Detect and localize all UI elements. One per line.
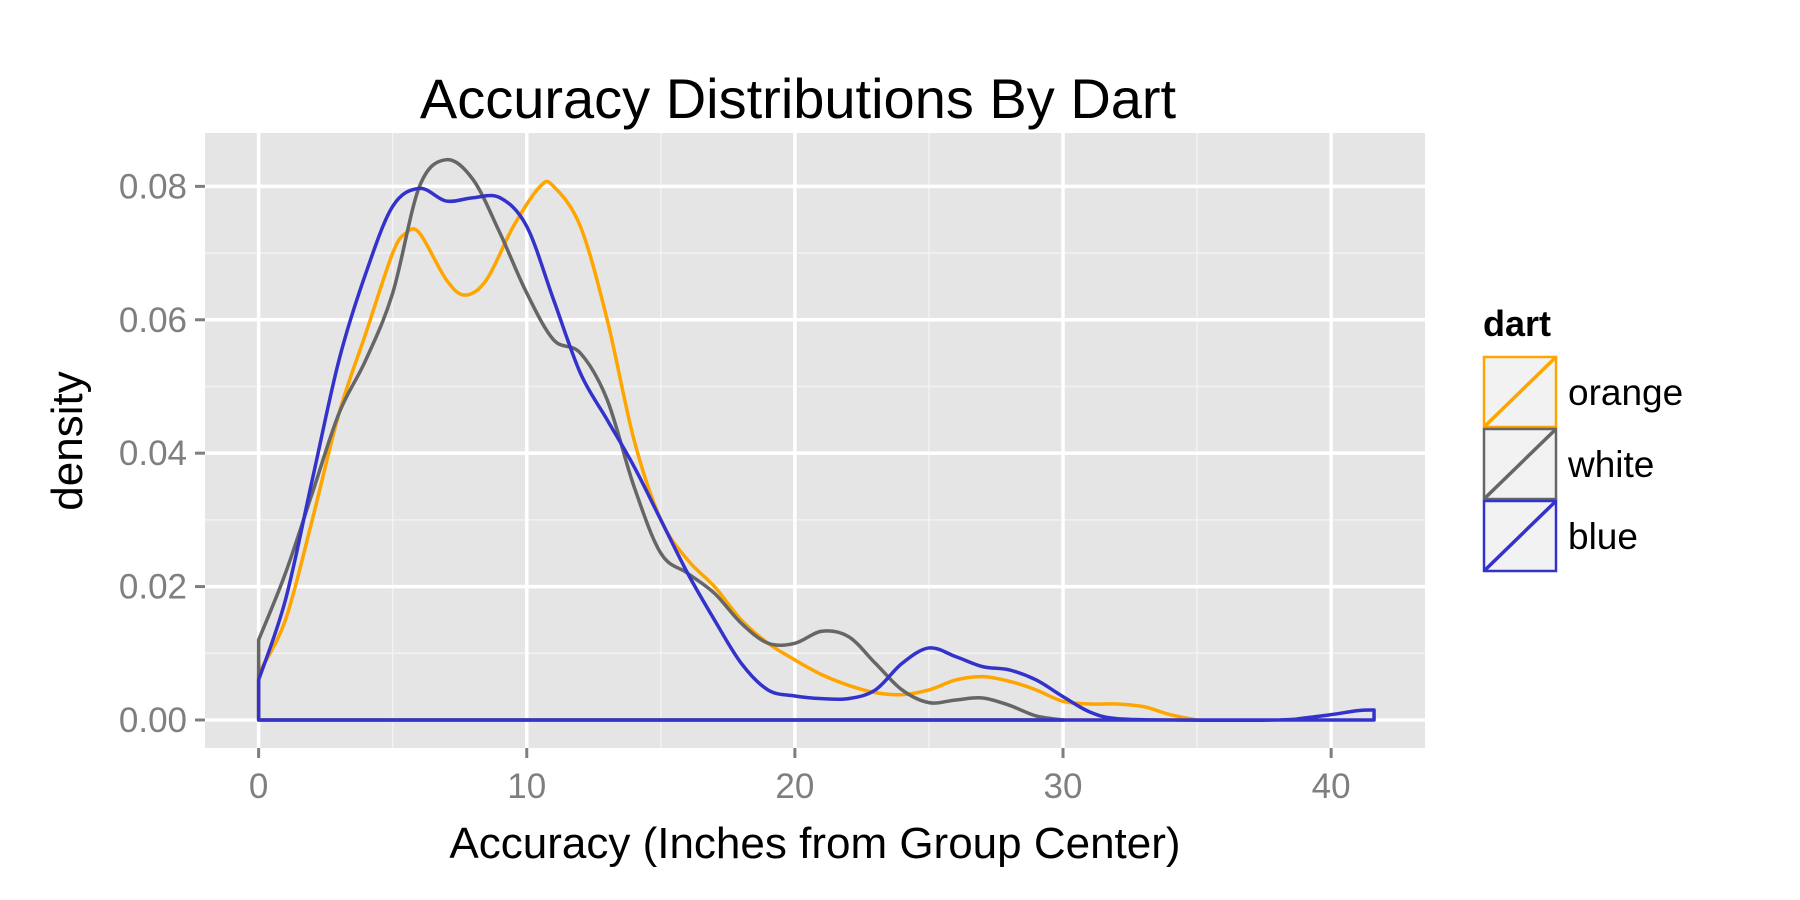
y-tick-label: 0.00 <box>119 701 187 740</box>
legend-label-orange: orange <box>1568 372 1683 413</box>
x-tick-label: 40 <box>1312 767 1351 806</box>
x-axis-title: Accuracy (Inches from Group Center) <box>449 819 1180 868</box>
density-curve-orange <box>256 179 1199 722</box>
legend: dart orange white blue <box>1482 303 1683 573</box>
y-tick-label: 0.02 <box>119 568 187 607</box>
legend-label-white: white <box>1567 444 1654 485</box>
y-tick-label: 0.08 <box>119 167 187 206</box>
density-curve-white <box>256 157 1065 722</box>
legend-key-line-blue <box>1482 499 1558 573</box>
x-tick-label: 10 <box>507 767 546 806</box>
x-tick-label: 0 <box>249 767 268 806</box>
density-curve-blue <box>256 186 1376 722</box>
legend-title: dart <box>1483 303 1551 344</box>
chart-title: Accuracy Distributions By Dart <box>420 67 1177 130</box>
legend-label-blue: blue <box>1568 516 1638 557</box>
y-axis-title: density <box>43 371 92 510</box>
y-tick-label: 0.06 <box>119 301 187 340</box>
density-curves <box>256 157 1376 722</box>
legend-items: orange white blue <box>1482 355 1683 573</box>
x-tick-label: 20 <box>775 767 814 806</box>
legend-key-line-orange <box>1482 355 1558 429</box>
axes: 0 10 20 30 40 0.00 0.02 0.04 0.06 0.08 <box>119 167 1351 806</box>
x-tick-label: 30 <box>1044 767 1083 806</box>
legend-key-line-white <box>1482 427 1558 501</box>
plot-panel <box>205 133 1425 748</box>
y-tick-label: 0.04 <box>119 434 187 473</box>
